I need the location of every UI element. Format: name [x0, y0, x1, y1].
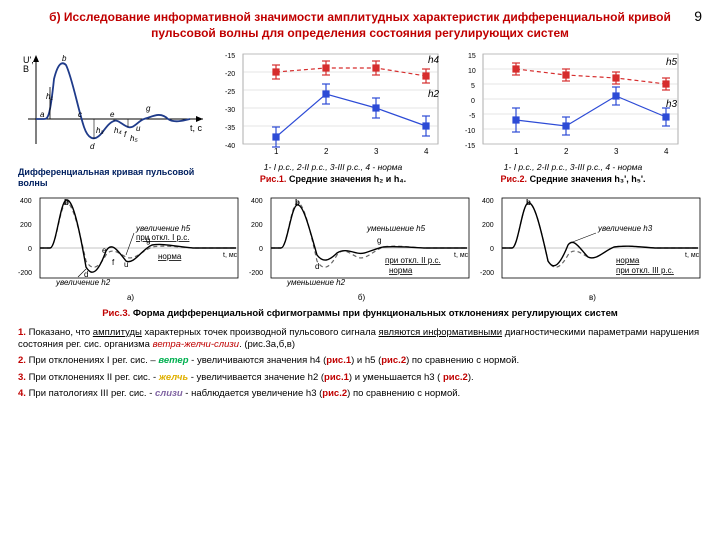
svg-text:h₅: h₅ [130, 134, 138, 143]
svg-text:0: 0 [490, 246, 494, 253]
fig3a: 4002000-200 b d e f u g увеличение h5 пр… [18, 195, 243, 302]
svg-text:b: b [295, 198, 300, 207]
svg-text:400: 400 [482, 198, 494, 205]
svg-text:h4: h4 [428, 55, 440, 66]
fig2-sub: 1- I р.с., 2-II р.с., 3-III р.с., 4 - но… [458, 162, 688, 172]
svg-text:4: 4 [664, 147, 669, 156]
svg-text:u: u [124, 260, 128, 269]
fig3b-tag: б) [249, 293, 474, 302]
fig2-caption: Рис.2. Средние значения h₃', h₅'. [458, 174, 688, 184]
svg-text:g: g [146, 104, 151, 113]
svg-text:-10: -10 [465, 128, 475, 135]
fig-pulse-curve: U', В t, с a b c d e f g u h₁ h₃ h₄ h₅ [18, 49, 208, 189]
fig1-caption: Рис.1. Средние значения h₂ и h₄. [218, 174, 448, 184]
bullet-2: 2. При отклонениях I рег. сис. – ветер -… [18, 355, 702, 367]
svg-text:-200: -200 [480, 270, 494, 277]
svg-text:уменьшение h5: уменьшение h5 [366, 224, 426, 233]
svg-text:-20: -20 [225, 71, 235, 78]
svg-text:t, мс: t, мс [454, 252, 469, 259]
svg-text:u: u [136, 124, 141, 133]
svg-text:h3: h3 [666, 99, 678, 110]
svg-text:10: 10 [468, 68, 476, 75]
svg-text:увеличение h5: увеличение h5 [135, 224, 191, 233]
fig3a-tag: а) [18, 293, 243, 302]
figure-row-2: 4002000-200 b d e f u g увеличение h5 пр… [18, 195, 702, 302]
svg-text:5: 5 [471, 83, 475, 90]
svg-text:4: 4 [424, 147, 429, 156]
svg-text:при откл. I р.с.: при откл. I р.с. [136, 233, 189, 242]
svg-text:норма: норма [616, 256, 640, 265]
page-number: 9 [694, 8, 702, 24]
svg-text:при откл. III р.с.: при откл. III р.с. [616, 266, 674, 275]
svg-text:при откл. II р.с.: при откл. II р.с. [385, 256, 441, 265]
svg-text:-35: -35 [225, 125, 235, 132]
svg-text:норма: норма [158, 252, 182, 261]
svg-text:-200: -200 [249, 270, 263, 277]
fig2-chart: 15 10 5 0 -5 -10 -15 1 2 3 4 h5 [458, 49, 688, 189]
svg-text:увеличение h3: увеличение h3 [597, 224, 653, 233]
svg-text:-15: -15 [225, 53, 235, 60]
fig1-sub: 1- I р.с., 2-II р.с., 3-III р.с., 4 - но… [218, 162, 448, 172]
svg-text:-5: -5 [469, 113, 475, 120]
svg-text:-30: -30 [225, 107, 235, 114]
figure-row-1: U', В t, с a b c d e f g u h₁ h₃ h₄ h₅ [18, 49, 702, 189]
svg-text:g: g [377, 236, 381, 245]
svg-text:400: 400 [20, 198, 32, 205]
fig3b: 400 200 0 -200 b d g уменьшение h5 при откл… [249, 195, 474, 302]
fig3c-tag: в) [480, 293, 705, 302]
svg-text:b: b [64, 198, 69, 207]
fig1-chart: -15 -20 -25 -30 -35 -40 1 2 3 4 h4 [218, 49, 448, 189]
svg-text:d: d [315, 262, 319, 271]
svg-text:-15: -15 [465, 143, 475, 150]
bullet-3: 3. При отклонениях II рег. сис. - желчь … [18, 372, 702, 384]
svg-text:h₄: h₄ [114, 126, 122, 135]
svg-text:-25: -25 [225, 89, 235, 96]
svg-text:h2: h2 [428, 89, 440, 100]
svg-text:t, мс: t, мс [223, 252, 238, 259]
svg-text:h₃: h₃ [96, 126, 104, 135]
svg-text:уменьшение h2: уменьшение h2 [286, 278, 346, 287]
fig2-svg: 15 10 5 0 -5 -10 -15 1 2 3 4 h5 [458, 49, 688, 159]
svg-text:b: b [62, 54, 67, 63]
fig3c: 400 200 0 -200 b увеличение h3 при откл. II… [480, 195, 705, 302]
svg-text:a: a [40, 110, 45, 119]
bullet-1: 1. Показано, что амплитуды характерных т… [18, 327, 702, 352]
svg-text:3: 3 [614, 147, 619, 156]
svg-text:2: 2 [564, 147, 569, 156]
svg-text:0: 0 [28, 246, 32, 253]
page-title: б) Исследование информативной значимости… [48, 10, 672, 41]
svg-text:t, с: t, с [190, 123, 203, 133]
bullet-4: 4. При патологиях III рег. сис. - слизи … [18, 388, 702, 400]
svg-text:t, мс: t, мс [685, 252, 700, 259]
pulse-curve-svg: U', В t, с a b c d e f g u h₁ h₃ h₄ h₅ [18, 49, 208, 164]
svg-text:c: c [78, 110, 82, 119]
svg-text:15: 15 [468, 53, 476, 60]
svg-text:200: 200 [251, 222, 263, 229]
svg-text:3: 3 [374, 147, 379, 156]
svg-text:В: В [23, 64, 29, 74]
svg-text:0: 0 [259, 246, 263, 253]
svg-text:e: e [102, 246, 107, 255]
svg-text:400: 400 [251, 198, 263, 205]
svg-text:d: d [90, 142, 95, 151]
fig1-svg: -15 -20 -25 -30 -35 -40 1 2 3 4 h4 [218, 49, 448, 159]
svg-text:-40: -40 [225, 143, 235, 150]
svg-text:0: 0 [471, 98, 475, 105]
svg-text:200: 200 [482, 222, 494, 229]
svg-text:b: b [526, 198, 531, 207]
fig3-caption: Рис.3. Форма дифференциальной сфигмограм… [18, 308, 702, 319]
svg-text:-200: -200 [18, 270, 32, 277]
svg-text:f: f [124, 130, 127, 139]
svg-text:e: e [110, 110, 115, 119]
svg-text:1: 1 [274, 147, 279, 156]
svg-text:увеличение h2: увеличение h2 [55, 278, 111, 287]
svg-text:1: 1 [514, 147, 519, 156]
pulse-curve-caption: Дифференциальная кривая пульсовой волны [18, 167, 208, 189]
svg-text:200: 200 [20, 222, 32, 229]
svg-text:норма: норма [389, 266, 413, 275]
svg-text:h5: h5 [666, 57, 678, 68]
svg-text:2: 2 [324, 147, 329, 156]
